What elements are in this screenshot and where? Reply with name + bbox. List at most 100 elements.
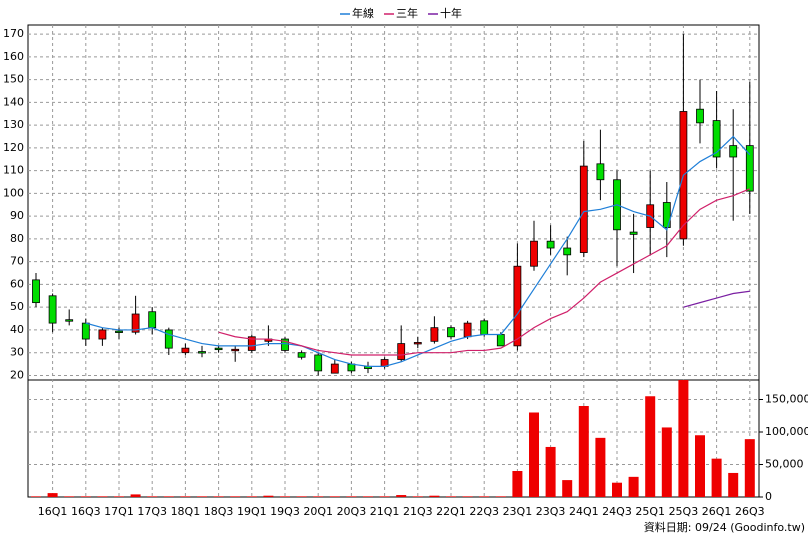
y-tick-label: 40 [10,323,24,336]
y-tick-label: 20 [10,368,24,381]
volume-bar [64,496,75,497]
x-tick-label: 18Q1 [171,505,201,518]
candle-body [247,336,256,351]
y-tick-label: 120 [3,141,24,154]
candle-body [430,327,439,342]
x-tick-label: 19Q1 [237,505,267,518]
volume-bar [80,496,91,497]
x-tick-label: 25Q1 [635,505,665,518]
candle-body [696,108,704,124]
legend-label: 十年 [440,6,462,20]
volume-bar [412,496,423,497]
volume-bar [163,496,174,497]
volume-bar [280,496,290,497]
y-tick-label: 70 [10,255,24,268]
volume-tick-label: 50,000 [765,458,804,471]
y-tick-label: 170 [3,27,24,40]
candle-body [579,165,588,253]
volume-bar [562,480,573,497]
candle-body [164,329,173,349]
x-tick-label: 17Q3 [137,505,167,518]
x-tick-label: 24Q1 [569,505,599,518]
volume-bar [661,427,672,497]
y-tick-label: 90 [10,209,24,222]
y-tick-label: 60 [10,277,24,290]
candle-body [48,295,57,324]
candle-body [115,330,123,333]
x-tick-label: 16Q3 [71,505,101,518]
volume-bar [695,435,705,497]
candle-body [181,347,190,354]
volume-bar [612,482,622,497]
candle-body [596,163,605,181]
volume-bar [97,496,108,497]
candle-body [513,265,522,347]
x-tick-label: 26Q1 [702,505,732,518]
candle-body [496,334,505,347]
candle-body [563,247,572,256]
volume-bar [296,496,307,497]
x-tick-label: 17Q1 [104,505,134,518]
volume-bar [529,412,539,497]
volume-bar [728,472,739,497]
volume-bar [446,496,456,497]
volume-bar [31,496,41,497]
x-tick-label: 23Q1 [503,505,533,518]
candle-body [131,313,140,333]
candle-body [214,347,223,351]
volume-bar [130,494,141,497]
candle-body [480,320,489,335]
volume-bar [47,493,58,497]
candle-body [347,363,356,372]
volume-bar [346,496,357,497]
volume-bar [197,496,207,497]
x-tick-label: 16Q1 [38,505,68,518]
volume-bar [246,496,257,497]
candle-body [546,240,555,249]
volume-bar [379,496,390,497]
legend-label: 三年 [396,6,418,20]
x-tick-label: 21Q3 [403,505,433,518]
ma-line [218,188,751,356]
volume-tick-label: 0 [765,490,772,503]
volume-bar [578,406,589,497]
y-tick-label: 130 [3,118,24,131]
ma-line [683,290,750,308]
candle-body [413,342,422,345]
volume-bar [495,496,506,497]
volume-bar [628,476,639,497]
x-tick-label: 22Q1 [436,505,466,518]
candle-body [32,279,40,304]
volume-bar [313,496,324,497]
candle-body [65,319,74,322]
volume-bar [429,495,440,497]
y-tick-label: 110 [3,164,24,177]
volume-bar [396,495,407,497]
x-tick-label: 25Q3 [669,505,699,518]
y-tick-label: 50 [10,300,24,313]
volume-bar [114,496,124,497]
x-tick-label: 24Q3 [602,505,632,518]
volume-bar [545,446,556,497]
candle-body [629,231,638,235]
y-tick-label: 160 [3,50,24,63]
candle-body [397,343,406,360]
candle-body [745,145,754,192]
candle-body [281,338,289,351]
x-tick-label: 18Q3 [204,505,234,518]
candle-body [81,322,90,340]
volume-bar [678,380,689,497]
y-tick-label: 100 [3,186,24,199]
volume-bar [263,495,274,497]
volume-bar [147,496,158,497]
candle-body [712,120,721,158]
candle-body [314,354,323,372]
candle-body [662,202,671,228]
candle-body [447,327,455,338]
candle-body [330,363,339,374]
x-tick-label: 21Q1 [370,505,400,518]
candle-body [463,322,472,338]
volume-bar [595,437,606,497]
y-tick-label: 80 [10,232,24,245]
x-tick-label: 23Q3 [536,505,566,518]
